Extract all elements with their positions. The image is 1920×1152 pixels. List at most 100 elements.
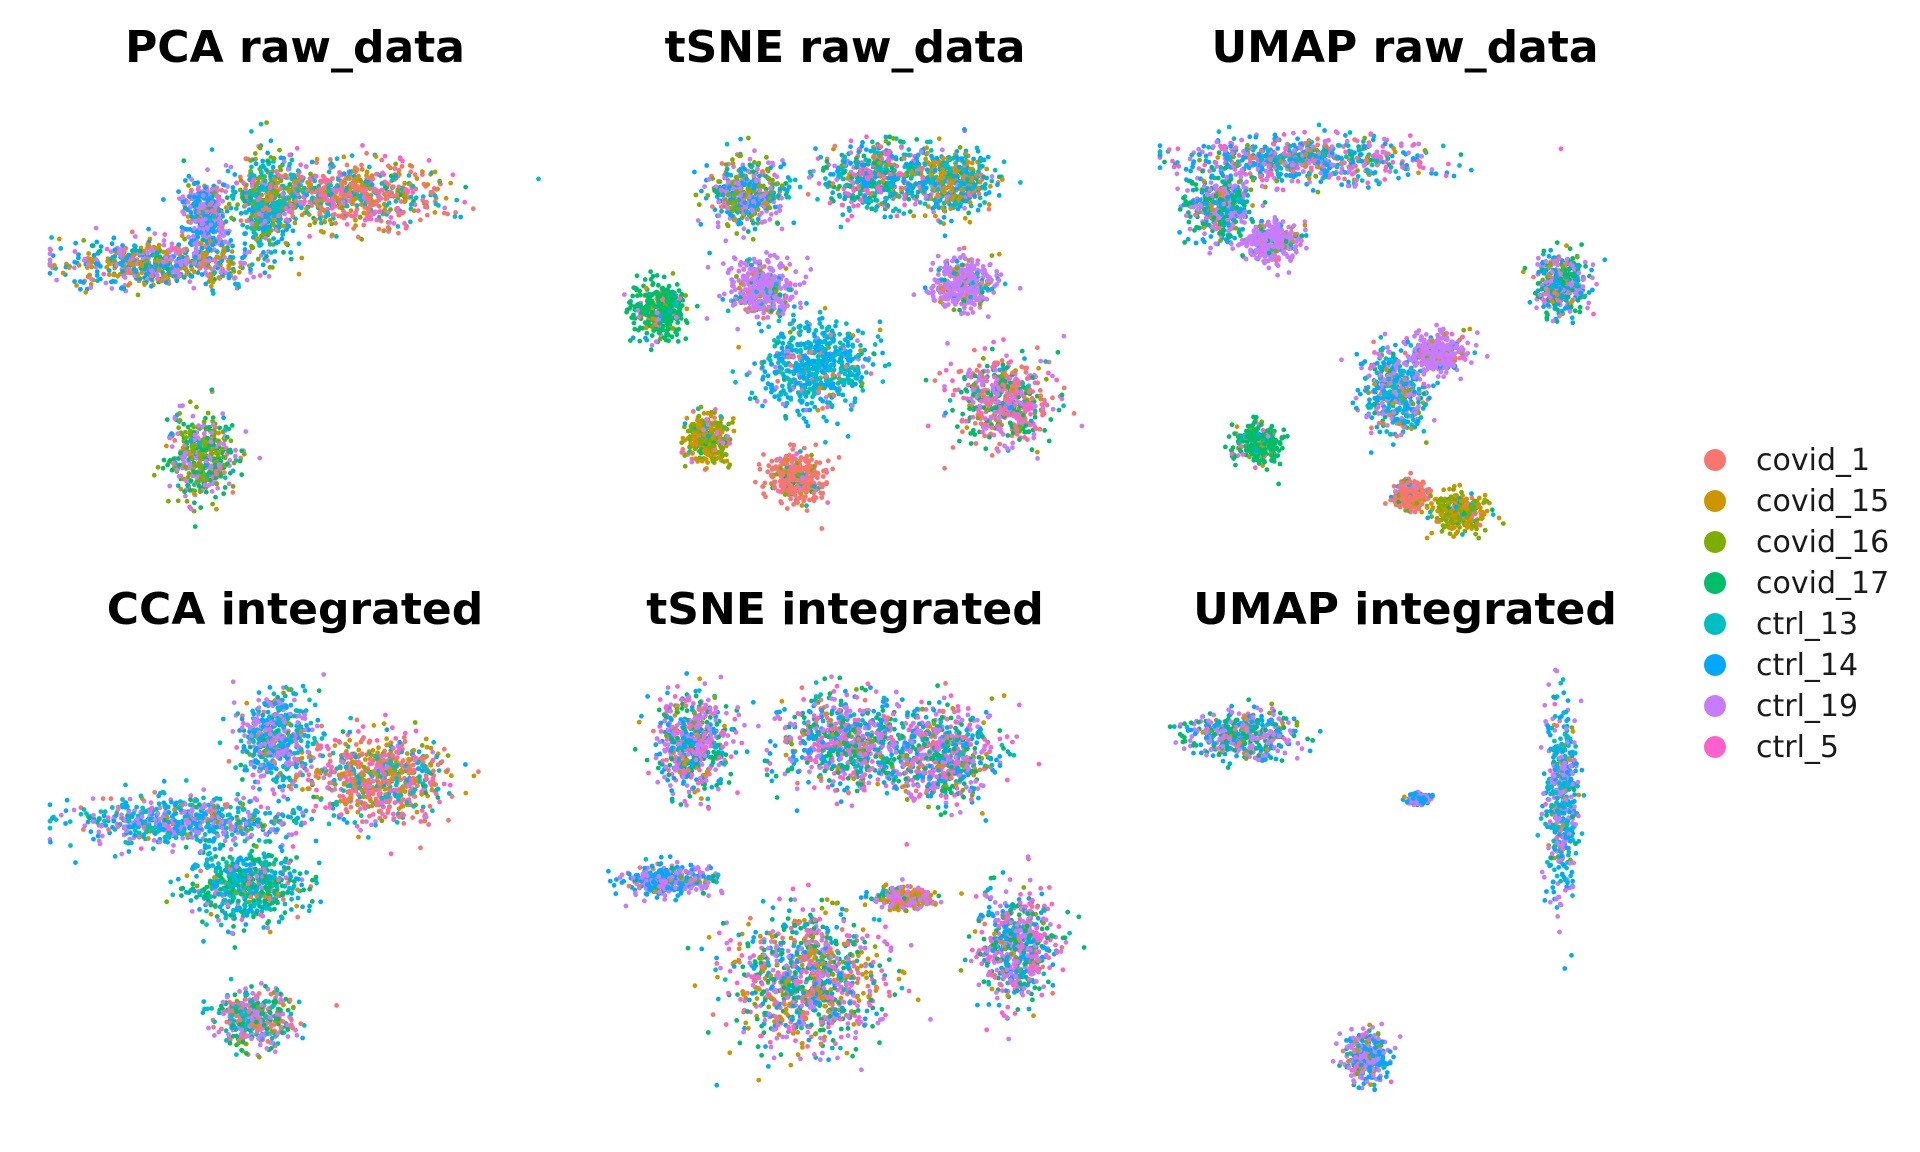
data-point <box>713 407 718 412</box>
data-point <box>845 433 851 439</box>
data-point <box>180 209 186 214</box>
data-point <box>646 305 651 310</box>
data-point <box>822 305 828 311</box>
data-point <box>86 251 92 256</box>
data-point <box>304 164 309 170</box>
data-point <box>856 353 862 359</box>
data-point <box>784 280 790 286</box>
data-point <box>265 158 270 164</box>
data-point <box>274 169 279 175</box>
data-point <box>797 458 803 463</box>
data-point <box>175 483 181 489</box>
data-point <box>407 219 413 225</box>
data-point <box>828 357 834 362</box>
data-point <box>173 269 179 275</box>
data-point <box>194 480 200 485</box>
data-point <box>216 234 222 240</box>
data-point <box>104 246 110 252</box>
data-point <box>377 196 382 202</box>
data-point <box>782 284 788 289</box>
data-point <box>169 241 175 247</box>
data-point <box>304 210 310 215</box>
data-point <box>785 368 791 374</box>
data-point <box>253 187 258 193</box>
data-point <box>803 478 809 484</box>
data-point <box>94 239 100 245</box>
data-point <box>660 323 666 329</box>
data-point <box>207 264 212 270</box>
data-point <box>792 488 798 494</box>
data-point <box>642 277 648 282</box>
data-point <box>780 472 786 477</box>
data-point <box>402 180 408 186</box>
data-point <box>106 272 112 277</box>
data-point <box>432 210 438 215</box>
data-point <box>124 255 129 261</box>
data-point <box>226 201 232 207</box>
data-point <box>211 213 217 219</box>
data-point <box>736 278 742 283</box>
data-point <box>824 378 829 384</box>
data-point <box>196 461 201 467</box>
data-point <box>210 501 216 507</box>
data-point <box>779 300 785 306</box>
data-point <box>239 448 245 454</box>
data-point <box>707 452 712 458</box>
data-point <box>267 264 273 270</box>
data-point <box>687 437 693 442</box>
data-point <box>104 264 110 270</box>
data-point <box>655 282 661 288</box>
data-point <box>790 447 796 452</box>
data-point <box>809 452 814 458</box>
data-point <box>840 392 846 398</box>
data-point <box>762 480 768 486</box>
data-point <box>648 347 654 353</box>
data-point <box>649 309 655 315</box>
data-point <box>738 261 743 267</box>
data-point <box>727 441 732 446</box>
data-point <box>181 451 187 457</box>
data-point <box>222 427 228 432</box>
data-point <box>836 455 842 460</box>
data-point <box>262 178 268 184</box>
data-point <box>320 198 326 203</box>
data-point <box>369 182 375 187</box>
data-point <box>408 194 414 200</box>
data-point <box>795 477 801 483</box>
data-point <box>780 401 786 407</box>
data-point <box>132 247 137 252</box>
data-point <box>403 225 409 231</box>
data-point <box>112 258 117 263</box>
data-point <box>798 466 804 472</box>
data-point <box>94 269 100 274</box>
data-point <box>155 464 161 470</box>
data-point <box>189 177 195 182</box>
data-point <box>217 255 223 261</box>
data-point <box>859 381 865 386</box>
data-point <box>175 431 181 437</box>
data-point <box>342 178 347 184</box>
data-point <box>132 243 137 249</box>
data-point <box>93 261 99 267</box>
data-point <box>209 430 214 435</box>
data-point <box>682 421 688 427</box>
data-point <box>187 487 193 493</box>
data-point <box>769 473 774 479</box>
data-point <box>826 345 831 350</box>
data-point <box>286 188 292 194</box>
data-point <box>743 287 748 292</box>
data-point <box>760 272 766 278</box>
data-point <box>825 458 831 464</box>
data-point <box>789 473 795 479</box>
data-point <box>255 256 261 262</box>
data-point <box>212 190 217 196</box>
data-point <box>705 422 711 427</box>
data-point <box>161 197 166 202</box>
data-point <box>182 236 188 242</box>
data-point <box>183 429 188 435</box>
data-point <box>280 191 285 197</box>
data-point <box>376 226 382 232</box>
data-point <box>216 179 222 185</box>
data-point <box>243 209 248 215</box>
data-point <box>872 342 878 347</box>
